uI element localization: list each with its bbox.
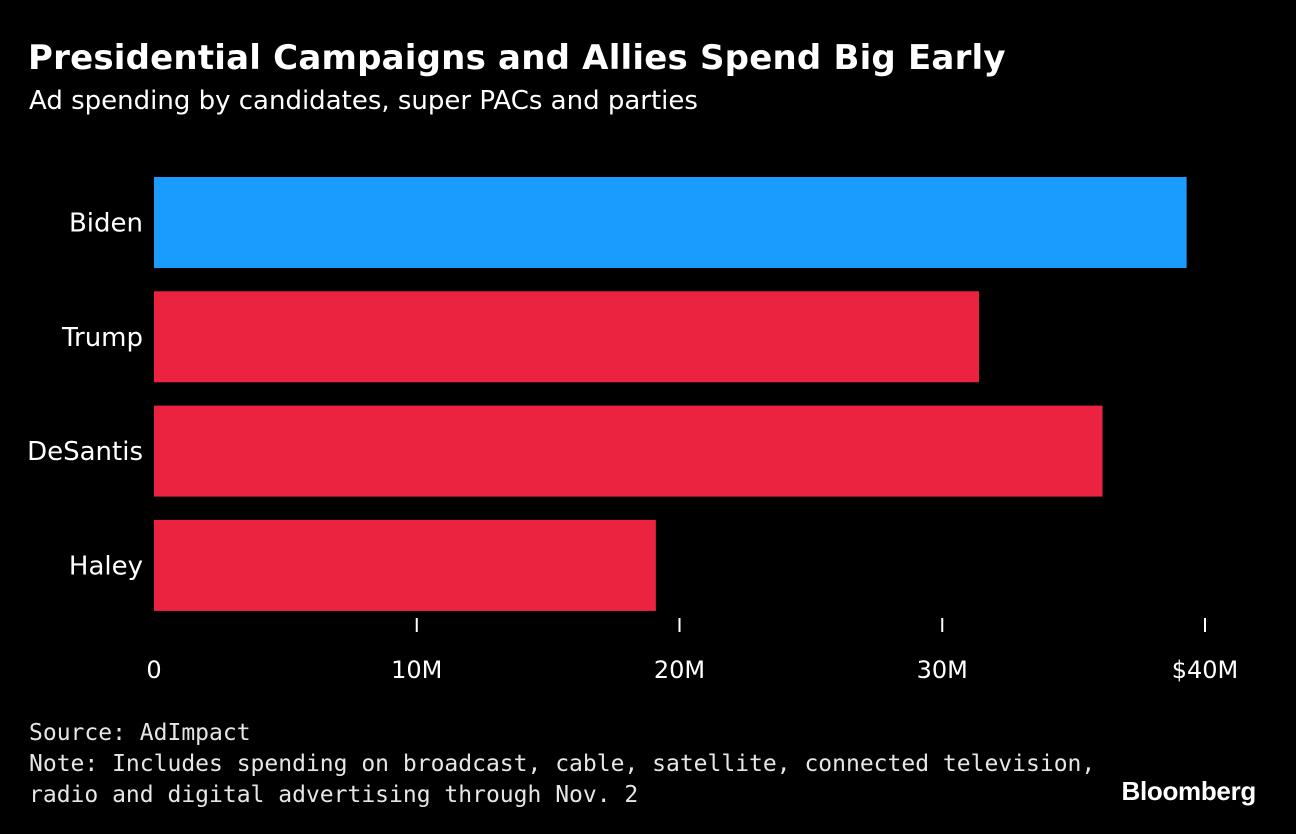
footnote-line-1: Note: Includes spending on broadcast, ca… <box>29 751 1096 777</box>
footnote-line-2: radio and digital advertising through No… <box>29 782 639 808</box>
bloomberg-logo: Bloomberg <box>1121 776 1256 806</box>
bar-desantis <box>154 405 1103 497</box>
bar-haley <box>154 519 656 611</box>
category-label-biden: Biden <box>69 209 143 239</box>
x-tick-label: 20M <box>654 656 705 684</box>
category-label-haley: Haley <box>69 551 143 581</box>
x-tick-label: 30M <box>917 656 968 684</box>
chart-subtitle: Ad spending by candidates, super PACs an… <box>29 86 698 116</box>
bar-trump <box>154 291 980 383</box>
x-tick-label: $40M <box>1172 656 1239 684</box>
source-note: Source: AdImpact <box>29 720 251 746</box>
bar-biden <box>154 177 1187 268</box>
x-tick-label: 0 <box>146 656 161 684</box>
chart-title: Presidential Campaigns and Allies Spend … <box>28 38 1006 78</box>
x-tick-label: 10M <box>391 656 442 684</box>
category-label-desantis: DeSantis <box>27 437 143 467</box>
category-label-trump: Trump <box>61 323 143 353</box>
